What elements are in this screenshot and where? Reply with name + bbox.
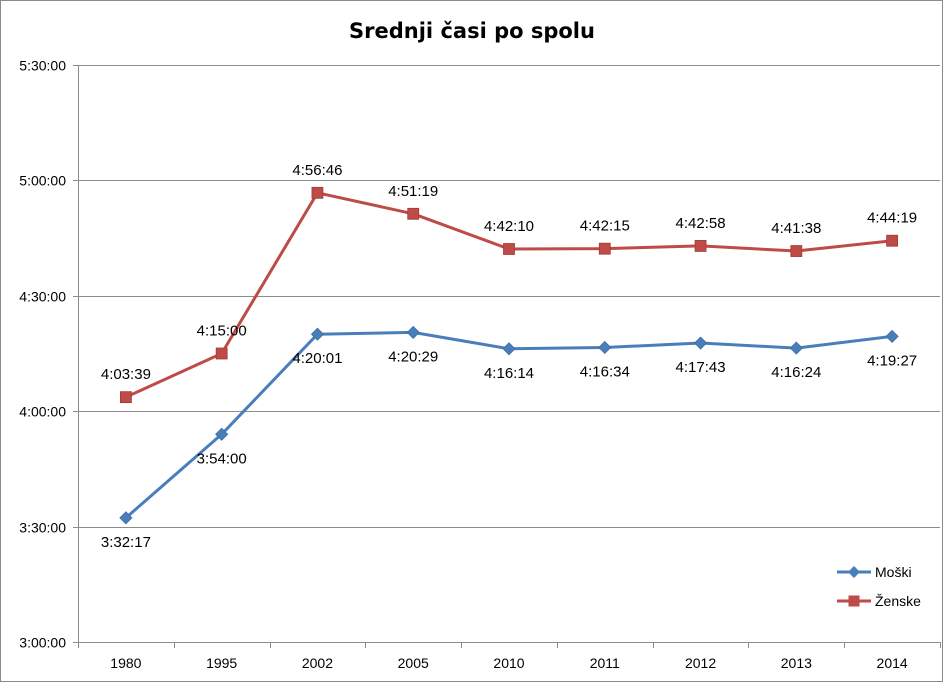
data-label: 4:56:46 (292, 162, 342, 179)
series-moski (119, 325, 899, 525)
data-point (310, 327, 325, 341)
y-tick-label: 3:00:00 (19, 635, 66, 651)
data-point (694, 240, 707, 252)
data-label: 4:51:19 (388, 183, 438, 200)
legend-item-moski: Moški (837, 564, 912, 580)
data-label: 4:15:00 (197, 323, 247, 340)
x-tick-label: 2010 (493, 655, 524, 671)
series-line (124, 330, 893, 519)
y-tick-label: 4:30:00 (19, 289, 66, 305)
y-tick-label: 4:00:00 (19, 404, 66, 420)
legend-label: Ženske (875, 593, 921, 609)
legend: Moški Ženske (837, 564, 921, 609)
data-label: 4:16:34 (580, 363, 630, 380)
data-point (119, 391, 132, 404)
data-label: 4:16:24 (771, 364, 821, 381)
data-label: 4:17:43 (676, 359, 726, 376)
legend-marker (848, 566, 860, 578)
data-point (215, 427, 229, 441)
legend-item-zenske: Ženske (837, 593, 921, 609)
x-tick-label: 2011 (590, 655, 620, 671)
y-tick-label: 3:30:00 (19, 520, 66, 536)
data-label: 4:42:15 (580, 218, 630, 235)
chart-title: Srednji časi po spolu (349, 19, 595, 43)
data-label: 4:19:27 (867, 352, 917, 369)
y-tick-label: 5:00:00 (19, 173, 66, 189)
data-label: 4:03:39 (101, 366, 151, 383)
data-point (503, 243, 515, 255)
data-label: 4:41:38 (771, 220, 821, 237)
data-label: 3:32:17 (101, 534, 151, 551)
data-point (406, 325, 420, 339)
legend-label: Moški (875, 564, 912, 580)
data-point (311, 186, 324, 199)
data-point (886, 234, 899, 247)
legend-marker (848, 595, 860, 607)
y-tick-label: 5:30:00 (19, 58, 66, 74)
x-tick-label: 2012 (685, 655, 716, 671)
data-point (119, 511, 133, 525)
series-layer (119, 186, 899, 525)
x-tick-label: 2014 (877, 655, 908, 671)
data-labels: 3:32:17 3:54:00 4:20:01 4:20:29 4:16:14 4:16:… (101, 162, 917, 551)
data-label: 4:20:01 (292, 350, 342, 367)
gridlines (78, 65, 940, 643)
data-label: 3:54:00 (197, 450, 247, 467)
x-tick-label: 2002 (302, 655, 333, 671)
x-tick-label: 1995 (206, 655, 237, 671)
data-point (502, 342, 516, 356)
data-label: 4:16:14 (484, 365, 534, 382)
axes: 3:00:00 3:30:00 4:00:00 4:30:00 5:00:00 5:30:… (19, 58, 941, 671)
series-zenske (119, 186, 899, 404)
x-tick-label: 2005 (398, 655, 429, 671)
data-label: 4:42:58 (676, 215, 726, 232)
data-point (598, 340, 612, 355)
data-point (407, 207, 420, 220)
data-label: 4:20:29 (388, 348, 438, 365)
data-label: 4:44:19 (867, 210, 917, 227)
data-point (598, 242, 611, 255)
data-point (215, 347, 228, 360)
data-point (789, 341, 803, 355)
data-label: 4:42:10 (484, 218, 534, 235)
data-point (693, 336, 708, 350)
data-point (885, 329, 899, 343)
x-tick-label: 1980 (110, 655, 141, 671)
x-tick-label: 2013 (781, 655, 812, 671)
data-point (790, 245, 803, 257)
